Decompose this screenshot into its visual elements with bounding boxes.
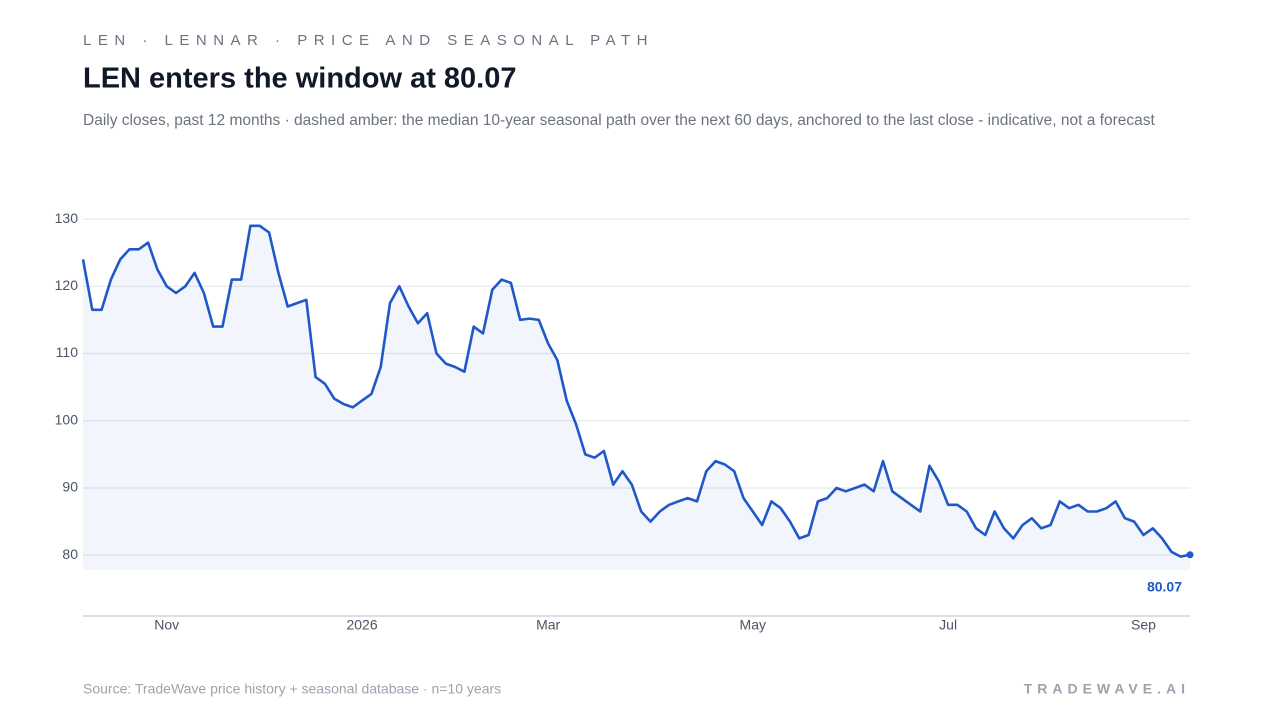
y-tick-label: 130 [55,210,79,226]
x-tick-label: Sep [1131,617,1156,633]
y-tick-label: 120 [55,277,79,293]
source: Source: TradeWave price history + season… [83,681,501,697]
last-point [1186,551,1194,559]
y-tick-label: 80 [62,546,78,562]
y-tick-label: 100 [55,411,79,427]
last-value-label: 80.07 [1147,579,1182,595]
y-tick-label: 90 [62,479,78,495]
kicker: LEN · LENNAR · PRICE AND SEASONAL PATH [83,32,654,49]
price-line [81,224,1191,558]
x-tick-label: Mar [536,617,560,633]
x-tick-label: Nov [154,617,179,633]
x-tick-label: May [740,617,766,633]
area [83,225,1190,571]
y-tick-label: 110 [56,344,79,360]
x-tick-label: Jul [939,617,957,633]
brand: TRADEWAVE.AI [1024,681,1190,697]
chart-title: LEN enters the window at 80.07 [83,63,517,95]
chart-subtitle: Daily closes, past 12 months · dashed am… [83,112,1156,129]
x-tick-label: 2026 [346,617,377,633]
